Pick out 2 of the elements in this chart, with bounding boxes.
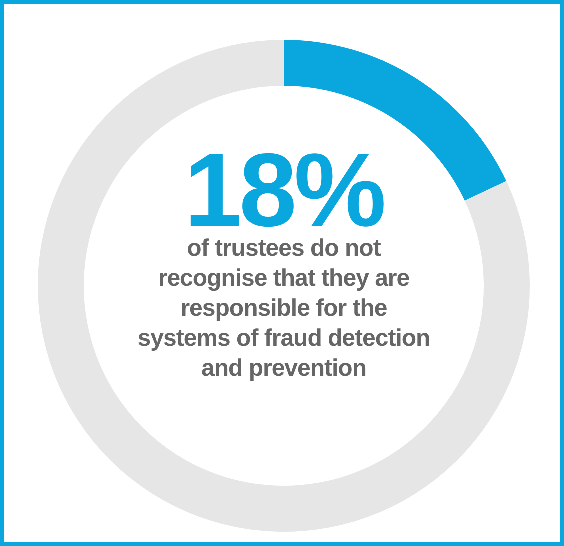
donut-slice [38,40,530,532]
text: of trustees do not recognise that they are responsible for the systems of fraud detection and prevention [136,234,432,384]
